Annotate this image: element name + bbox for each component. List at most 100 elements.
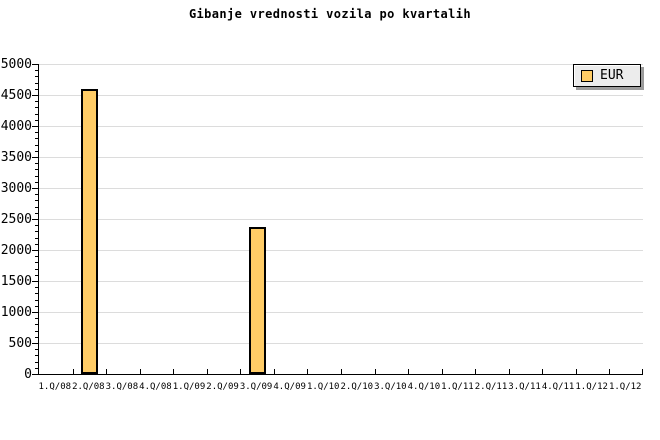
x-axis-tick	[576, 369, 577, 374]
y-axis-minor-tick	[35, 355, 38, 356]
y-axis-minor-tick	[35, 120, 38, 121]
y-axis-major-tick	[32, 343, 38, 344]
y-axis-minor-tick	[35, 306, 38, 307]
x-axis-tick	[73, 369, 74, 374]
y-axis-minor-tick	[35, 324, 38, 325]
x-axis-tick	[408, 369, 409, 374]
y-axis-minor-tick	[35, 151, 38, 152]
x-axis-category-label: 1.Q/09	[172, 382, 206, 392]
x-axis-category-label: 2.Q/09	[206, 382, 239, 392]
plot-area	[32, 64, 643, 375]
x-axis-category-label: 3.Q/11	[508, 382, 541, 392]
y-axis-minor-tick	[35, 182, 38, 183]
y-axis-minor-tick	[35, 244, 38, 245]
y-axis-minor-tick	[35, 207, 38, 208]
y-axis-minor-tick	[35, 114, 38, 115]
y-axis-minor-tick	[35, 101, 38, 102]
y-axis-minor-tick	[35, 138, 38, 139]
x-axis-category-label: 3.Q/09	[239, 382, 273, 392]
y-axis-minor-tick	[35, 225, 38, 226]
gridline-500	[39, 343, 643, 344]
x-axis-tick	[240, 369, 241, 374]
y-axis-major-tick	[32, 312, 38, 313]
x-axis-tick	[140, 369, 141, 374]
x-axis-tick	[609, 369, 610, 374]
x-axis-tick	[442, 369, 443, 374]
x-axis-category-label: 4.Q/08	[139, 382, 172, 392]
x-axis-category-label: 4.Q/09	[273, 382, 306, 392]
y-axis-major-tick	[32, 188, 38, 189]
legend: EUR	[573, 64, 641, 87]
y-axis-minor-tick	[35, 194, 38, 195]
y-axis-minor-tick	[35, 318, 38, 319]
x-axis-tick	[173, 369, 174, 374]
x-axis-tick	[341, 369, 342, 374]
legend-label-eur: EUR	[600, 68, 624, 83]
y-axis-minor-tick	[35, 331, 38, 332]
y-axis-minor-tick	[35, 349, 38, 350]
x-axis-category-label: 2.Q/08	[72, 382, 105, 392]
x-axis-category-label: 2.Q/10	[340, 382, 374, 392]
gridline-1000	[39, 312, 643, 313]
y-axis-minor-tick	[35, 169, 38, 170]
y-axis-tick-label: 1500	[0, 274, 32, 289]
x-axis-tick	[375, 369, 376, 374]
x-axis-tick	[509, 369, 510, 374]
bar-eur-2.Q/08	[81, 89, 98, 374]
x-axis-tick	[207, 369, 208, 374]
chart-title: Gibanje vrednosti vozila po kvartalih	[188, 7, 472, 21]
y-axis-minor-tick	[35, 145, 38, 146]
y-axis-minor-tick	[35, 76, 38, 77]
y-axis-minor-tick	[35, 293, 38, 294]
y-axis-major-tick	[32, 374, 38, 375]
y-axis-minor-tick	[35, 275, 38, 276]
y-axis-major-tick	[32, 95, 38, 96]
y-axis-minor-tick	[35, 213, 38, 214]
gridline-3000	[39, 188, 643, 189]
x-axis-tick	[642, 369, 643, 374]
y-axis-minor-tick	[35, 238, 38, 239]
y-axis-minor-tick	[35, 231, 38, 232]
bar-eur-3.Q/09	[249, 227, 266, 374]
x-axis-category-label: 4.Q/11	[541, 382, 575, 392]
gridline-2500	[39, 219, 643, 220]
x-axis-tick	[307, 369, 308, 374]
y-axis-minor-tick	[35, 337, 38, 338]
y-axis-minor-tick	[35, 107, 38, 108]
y-axis-tick-label: 3500	[0, 150, 32, 165]
y-axis-major-tick	[32, 126, 38, 127]
x-axis-category-label: 1.Q/08	[38, 382, 72, 392]
gridline-3500	[39, 157, 643, 158]
x-axis-category-label: 4.Q/10	[407, 382, 441, 392]
x-axis-tick	[542, 369, 543, 374]
y-axis-minor-tick	[35, 269, 38, 270]
x-axis-category-label: 1.Q/10	[306, 382, 340, 392]
y-axis-minor-tick	[35, 200, 38, 201]
gridline-5000	[39, 64, 643, 65]
y-axis-tick-label: 4000	[0, 119, 32, 134]
y-axis-tick-label: 2500	[0, 212, 32, 227]
gridline-2000	[39, 250, 643, 251]
y-axis-labels: 0 500 1000 1500 2000 2500 3000 3500 4000 4500 5000	[0, 58, 32, 381]
x-axis-category-label: 1.Q/12	[608, 382, 642, 392]
x-axis-category-label: 1.Q/12	[575, 382, 608, 392]
y-axis-major-tick	[32, 250, 38, 251]
x-axis-tick	[106, 369, 107, 374]
y-axis-minor-tick	[35, 256, 38, 257]
y-axis-minor-tick	[35, 300, 38, 301]
y-axis-minor-tick	[35, 163, 38, 164]
x-axis-category-label: 3.Q/08	[105, 382, 139, 392]
y-axis-minor-tick	[35, 176, 38, 177]
y-axis-tick-label: 5000	[0, 57, 32, 72]
gridline-4000	[39, 126, 643, 127]
y-axis-tick-label: 500	[8, 336, 32, 351]
y-axis-minor-tick	[35, 362, 38, 363]
gridline-1500	[39, 281, 643, 282]
y-axis-major-tick	[32, 157, 38, 158]
y-axis-tick-label: 3000	[0, 181, 32, 196]
y-axis-major-tick	[32, 64, 38, 65]
y-axis-minor-tick	[35, 89, 38, 90]
y-axis-major-tick	[32, 281, 38, 282]
y-axis-tick-label: 1000	[0, 305, 32, 320]
x-axis-labels: 1.Q/08 2.Q/08 3.Q/08 4.Q/08 1.Q/09 2.Q/09 3.Q/…	[38, 381, 642, 395]
